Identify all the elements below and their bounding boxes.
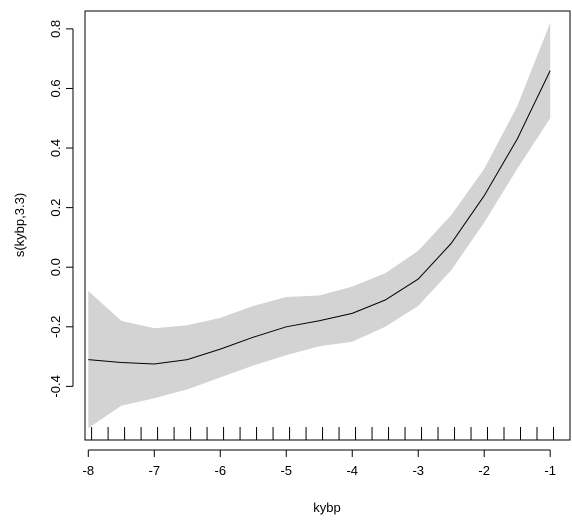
y-tick-label: 0.2: [48, 199, 63, 217]
x-tick-label: -3: [412, 463, 424, 478]
y-axis-title: s(kybp,3.3): [12, 193, 27, 257]
y-tick-label: -0.4: [48, 375, 63, 397]
y-tick-label: 0.4: [48, 139, 63, 157]
smooth-line-layer: [88, 70, 551, 365]
x-axis-title: kybp: [313, 500, 340, 515]
x-tick-label: -7: [149, 463, 161, 478]
plot-frame: [84, 10, 571, 441]
confidence-band-layer: [88, 22, 551, 429]
y-axis: -0.4 -0.2 0.0 0.2 0.4 0.6 0.8: [48, 20, 74, 398]
x-tick-label: -6: [214, 463, 226, 478]
x-axis: -8 -7 -6 -5 -4 -3 -2 -1: [83, 449, 556, 478]
x-tick-label: -8: [83, 463, 95, 478]
x-tick-label: -4: [346, 463, 358, 478]
x-tick-label: -1: [544, 463, 556, 478]
smooth-line: [88, 70, 551, 365]
y-tick-label: 0.0: [48, 258, 63, 276]
y-tick-label: -0.2: [48, 316, 63, 338]
rug-layer: [91, 427, 555, 440]
x-tick-label: -2: [478, 463, 490, 478]
confidence-band: [88, 22, 551, 429]
y-tick-label: 0.6: [48, 79, 63, 97]
y-tick-label: 0.8: [48, 20, 63, 38]
x-tick-label: -5: [280, 463, 292, 478]
